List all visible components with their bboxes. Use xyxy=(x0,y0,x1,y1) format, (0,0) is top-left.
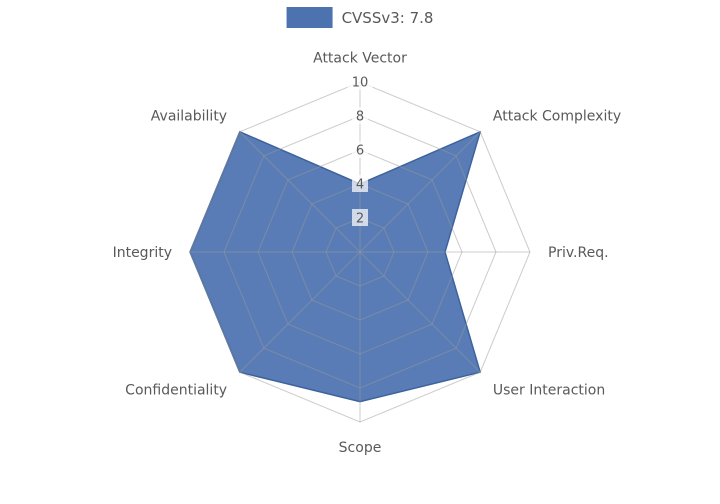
radial-tick-label: 4 xyxy=(356,178,364,193)
axis-label-confidentiality: Confidentiality xyxy=(125,383,227,399)
tick-box xyxy=(347,73,373,90)
tick-box xyxy=(352,141,368,158)
radial-tick-label: 6 xyxy=(356,144,364,159)
axis-label-user-interaction: User Interaction xyxy=(493,383,605,399)
tick-box xyxy=(352,175,368,192)
radial-tick-label: 10 xyxy=(352,76,369,91)
grid-spoke xyxy=(239,251,361,373)
axis-label-scope: Scope xyxy=(339,440,382,456)
radar-grid xyxy=(189,81,531,423)
grid-spoke xyxy=(239,131,361,253)
radar-series-polygon xyxy=(189,131,481,403)
axis-labels: Attack Vector Attack Complexity Priv.Req. U… xyxy=(113,51,622,456)
grid-spoke xyxy=(359,131,481,253)
axis-label-attack-vector: Attack Vector xyxy=(313,51,407,67)
axis-label-priv-req: Priv.Req. xyxy=(548,245,609,261)
radar-series xyxy=(189,131,481,403)
legend-label: CVSSv3: 7.8 xyxy=(341,8,434,27)
tick-box xyxy=(352,107,368,124)
radial-tick-label: 2 xyxy=(356,212,364,227)
axis-label-availability: Availability xyxy=(151,109,227,125)
radial-tick-labels: 2 4 6 8 10 xyxy=(347,73,373,227)
legend-swatch xyxy=(286,7,333,28)
tick-box xyxy=(352,209,368,226)
legend: CVSSv3: 7.8 xyxy=(286,7,434,28)
radial-tick-label: 8 xyxy=(356,110,364,125)
axis-label-attack-complexity: Attack Complexity xyxy=(493,109,621,125)
grid-spoke xyxy=(359,251,481,373)
axis-label-integrity: Integrity xyxy=(113,245,172,261)
